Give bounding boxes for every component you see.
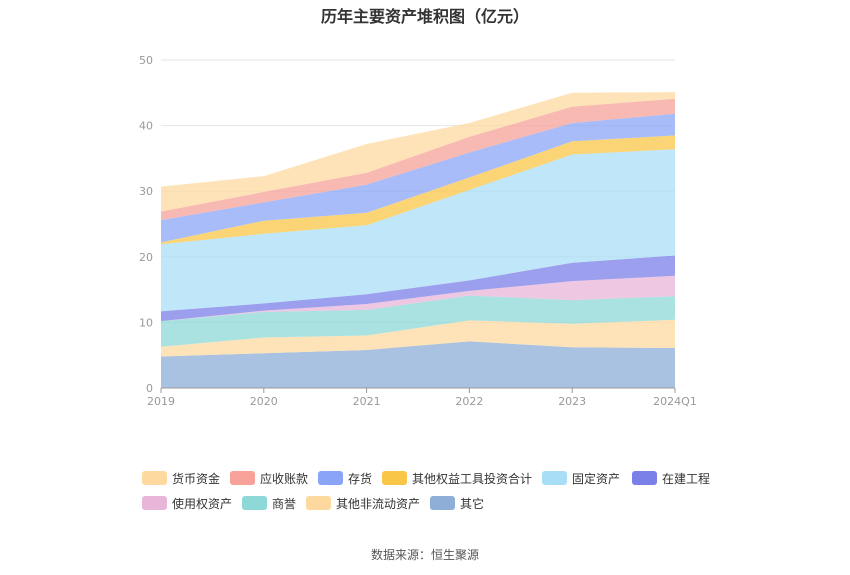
legend-swatch <box>242 496 267 510</box>
x-tick-label: 2023 <box>558 395 586 408</box>
data-source-note: 数据来源：恒生聚源 <box>370 548 479 562</box>
area-series-7[interactable] <box>161 113 675 243</box>
legend-item[interactable]: 存货 <box>318 470 372 486</box>
legend-item[interactable]: 固定资产 <box>542 470 620 486</box>
y-tick-label: 20 <box>139 251 153 264</box>
legend-swatch <box>632 471 657 485</box>
area-series-8[interactable] <box>161 98 675 221</box>
legend-item[interactable]: 应收账款 <box>230 470 308 486</box>
legend-item[interactable]: 在建工程 <box>632 470 710 486</box>
legend-label: 存货 <box>348 471 373 486</box>
legend-swatch <box>142 471 167 485</box>
area-series-6[interactable] <box>161 135 675 245</box>
legend-item[interactable]: 其他权益工具投资合计 <box>382 470 532 486</box>
legend-swatch <box>430 496 455 510</box>
x-tick-label: 2020 <box>250 395 278 408</box>
y-tick-label: 10 <box>139 316 153 329</box>
legend-swatch <box>142 496 167 510</box>
legend-swatch <box>230 471 255 485</box>
y-tick-label: 40 <box>139 120 153 133</box>
legend-item[interactable]: 使用权资产 <box>142 495 232 511</box>
y-tick-label: 50 <box>139 54 153 67</box>
legend-item[interactable]: 其他非流动资产 <box>306 495 420 511</box>
area-series-0[interactable] <box>161 341 675 388</box>
legend-label: 使用权资产 <box>172 496 233 511</box>
chart-title: 历年主要资产堆积图（亿元） <box>320 7 529 26</box>
legend-swatch <box>542 471 567 485</box>
legend-swatch <box>318 471 343 485</box>
legend-label: 商誉 <box>272 496 297 511</box>
area-series-1[interactable] <box>161 319 675 357</box>
legend-label: 固定资产 <box>572 471 621 486</box>
x-tick-label: 2022 <box>455 395 483 408</box>
y-tick-label: 0 <box>146 382 153 395</box>
legend-label: 其他权益工具投资合计 <box>412 471 533 486</box>
y-tick-label: 30 <box>139 185 153 198</box>
axes: 0 10 20 30 40 50 2019 2020 2021 2022 2023 2024Q1 <box>139 54 697 408</box>
legend-swatch <box>382 471 407 485</box>
legend-label: 在建工程 <box>662 471 711 486</box>
area-series-4[interactable] <box>161 255 675 322</box>
legend-item[interactable]: 其它 <box>430 495 484 511</box>
area-series-5[interactable] <box>161 149 675 312</box>
x-tick-label: 2024Q1 <box>653 395 697 408</box>
legend-label: 其它 <box>460 496 485 511</box>
x-tick-label: 2021 <box>353 395 381 408</box>
x-tick-label: 2019 <box>147 395 175 408</box>
legend-label: 其他非流动资产 <box>336 496 421 511</box>
legend-item[interactable]: 商誉 <box>242 495 296 511</box>
legend-label: 货币资金 <box>172 471 221 486</box>
area-series-9[interactable] <box>161 92 675 212</box>
area-series-3[interactable] <box>161 275 675 322</box>
legend-swatch <box>306 496 331 510</box>
legend-label: 应收账款 <box>260 471 309 486</box>
area-series-2[interactable] <box>161 295 675 347</box>
legend-item[interactable]: 货币资金 <box>142 470 220 486</box>
area-series-layer <box>161 92 675 388</box>
